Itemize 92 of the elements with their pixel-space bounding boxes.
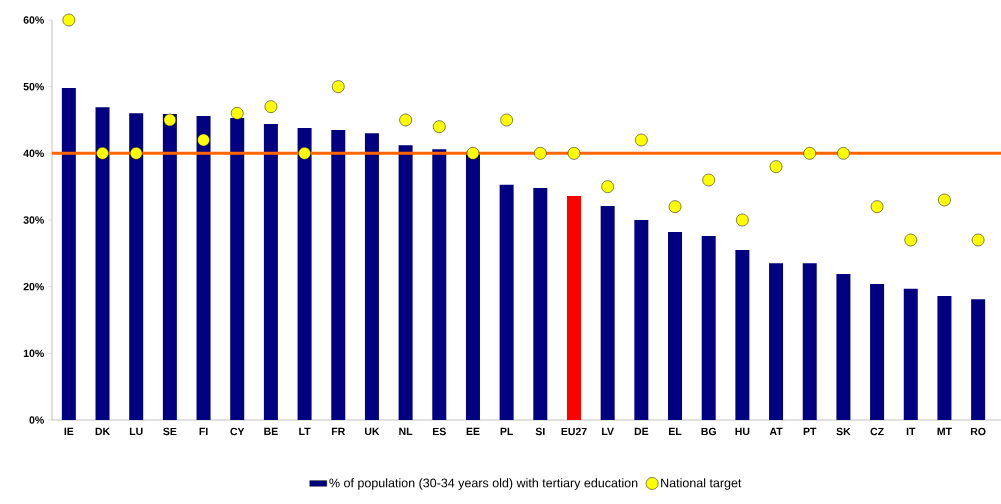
x-tick-label: CZ — [870, 427, 884, 436]
x-tick-label: EE — [466, 427, 480, 435]
bar — [465, 152, 480, 420]
point — [264, 100, 278, 113]
y-tick-label: 30% — [23, 216, 44, 224]
bar — [735, 250, 750, 420]
bar — [971, 299, 986, 420]
x-tick-label: EU27 — [561, 427, 587, 436]
point — [230, 107, 244, 120]
bar — [364, 133, 379, 420]
point — [702, 173, 715, 187]
point — [500, 113, 513, 127]
bar — [499, 184, 514, 420]
x-tick-label: HU — [735, 427, 750, 436]
bar — [297, 128, 312, 420]
point — [96, 147, 109, 160]
point — [971, 233, 985, 247]
bar — [836, 274, 851, 420]
point — [803, 147, 816, 160]
point — [197, 133, 210, 147]
bar — [937, 296, 952, 420]
bar — [61, 88, 76, 420]
point — [668, 200, 682, 213]
x-tick-label: SI — [535, 427, 545, 436]
x-tick-label: FR — [331, 427, 346, 435]
bar — [129, 113, 144, 420]
y-tick-label: 10% — [23, 349, 44, 358]
point — [298, 147, 311, 160]
bar — [162, 114, 177, 420]
bar — [95, 107, 110, 420]
x-tick-label: SK — [836, 427, 851, 436]
point — [635, 133, 648, 147]
point — [938, 193, 951, 207]
x-tick-label: PL — [500, 427, 514, 435]
legend-label: National target — [661, 478, 742, 490]
x-tick-label: LU — [129, 427, 143, 436]
point — [904, 233, 918, 247]
point — [62, 13, 76, 27]
y-tick-label: 50% — [23, 82, 44, 91]
x-tick-label: BE — [264, 427, 278, 435]
bar — [802, 263, 817, 420]
point — [870, 200, 884, 213]
point — [736, 213, 749, 227]
x-tick-label: IT — [906, 427, 916, 435]
point — [163, 113, 177, 127]
x-tick-label: CY — [230, 427, 245, 436]
x-tick-label: NL — [399, 427, 413, 435]
x-tick-label: EL — [669, 427, 682, 435]
bar — [230, 118, 245, 420]
point — [433, 120, 446, 133]
legend-label: % of population (30-34 years old) with tertiary education — [329, 478, 638, 490]
x-tick-label: RO — [970, 427, 986, 436]
x-tick-label: PT — [803, 427, 817, 435]
bar — [533, 188, 548, 420]
bar — [566, 196, 581, 420]
x-tick-label: DE — [634, 427, 649, 435]
y-tick-label: 40% — [23, 149, 44, 158]
point — [534, 147, 547, 160]
x-tick-label: LV — [602, 427, 614, 435]
x-tick-label: SE — [163, 427, 177, 436]
y-tick-label: 60% — [23, 16, 44, 24]
bar — [331, 130, 346, 420]
y-tick-label: 20% — [23, 282, 44, 291]
bar — [398, 145, 413, 420]
x-tick-label: DK — [95, 427, 110, 435]
point — [466, 147, 480, 160]
bar — [668, 232, 683, 420]
x-tick-label: IE — [64, 427, 74, 435]
point — [332, 80, 345, 93]
point — [837, 147, 850, 160]
bar — [432, 149, 447, 420]
bar — [701, 236, 716, 420]
bar — [903, 288, 918, 420]
bar — [769, 263, 784, 420]
x-tick-label: AT — [769, 427, 783, 435]
x-tick-label: LT — [299, 427, 311, 435]
bar — [263, 124, 278, 420]
bar — [196, 116, 211, 420]
point — [129, 147, 143, 160]
point — [567, 147, 581, 160]
x-tick-label: UK — [364, 427, 380, 436]
x-tick-label: FI — [199, 427, 208, 435]
x-tick-label: ES — [432, 427, 446, 436]
point — [769, 160, 783, 173]
x-tick-label: BG — [701, 427, 716, 436]
point — [601, 180, 614, 193]
x-tick-label: MT — [937, 427, 952, 435]
bar — [870, 284, 885, 420]
point — [399, 113, 412, 127]
bar — [634, 220, 649, 420]
y-tick-label: 0% — [29, 416, 44, 424]
bar — [600, 206, 615, 420]
